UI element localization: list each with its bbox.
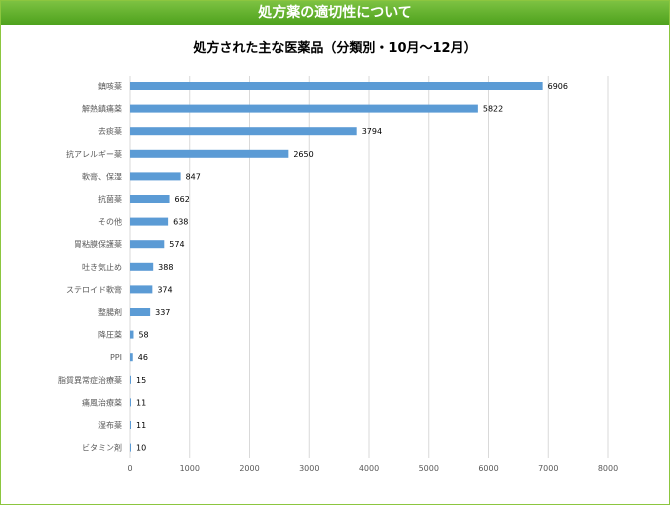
category-label: 抗アレルギー薬 bbox=[66, 149, 122, 159]
value-label: 15 bbox=[136, 376, 146, 385]
value-label: 847 bbox=[186, 172, 201, 181]
bar bbox=[130, 262, 154, 271]
category-label: 整腸剤 bbox=[98, 307, 122, 317]
category-label: 痛風治療薬 bbox=[82, 397, 122, 407]
category-label: 湿布薬 bbox=[98, 420, 122, 430]
bar bbox=[130, 127, 357, 136]
value-label: 2650 bbox=[293, 150, 313, 159]
category-label: 去痰薬 bbox=[98, 126, 122, 136]
bar bbox=[130, 149, 289, 158]
category-label: ステロイド軟膏 bbox=[66, 284, 122, 294]
value-label: 46 bbox=[138, 353, 148, 362]
x-tick-label: 1000 bbox=[180, 464, 200, 473]
value-label: 374 bbox=[157, 285, 172, 294]
x-tick-label: 0 bbox=[127, 464, 132, 473]
bar bbox=[130, 330, 134, 339]
bar bbox=[130, 421, 131, 429]
category-label: 軟膏、保湿 bbox=[82, 171, 122, 181]
value-label: 3794 bbox=[362, 127, 382, 136]
x-tick-label: 6000 bbox=[478, 464, 498, 473]
category-label: その他 bbox=[98, 217, 122, 227]
value-label: 388 bbox=[158, 263, 173, 272]
chart-title: 処方された主な医薬品（分類別・10月～12月） bbox=[193, 41, 477, 56]
category-label: 鎮咳薬 bbox=[98, 81, 122, 91]
category-label: 降圧薬 bbox=[98, 330, 122, 340]
bar bbox=[130, 217, 169, 226]
x-tick-label: 3000 bbox=[299, 464, 319, 473]
x-tick-label: 4000 bbox=[359, 464, 379, 473]
bar bbox=[130, 308, 151, 316]
bar bbox=[130, 443, 131, 452]
x-tick-label: 2000 bbox=[239, 464, 259, 473]
value-label: 11 bbox=[136, 398, 146, 407]
bar bbox=[130, 398, 131, 407]
bar bbox=[130, 353, 133, 362]
category-label: ビタミン剤 bbox=[82, 443, 122, 453]
value-label: 662 bbox=[175, 195, 190, 204]
x-tick-label: 5000 bbox=[419, 464, 439, 473]
bar bbox=[130, 172, 181, 181]
value-label: 574 bbox=[169, 240, 184, 249]
bar bbox=[130, 104, 478, 113]
category-label: 解熱鎮痛薬 bbox=[82, 104, 122, 114]
category-label: 吐き気止め bbox=[82, 262, 122, 272]
bar bbox=[130, 195, 170, 203]
value-label: 638 bbox=[173, 218, 188, 227]
value-label: 58 bbox=[138, 331, 148, 340]
bar bbox=[130, 285, 153, 294]
value-label: 337 bbox=[155, 308, 170, 317]
value-label: 6906 bbox=[548, 82, 568, 91]
value-label: 11 bbox=[136, 421, 146, 430]
bar bbox=[130, 375, 131, 384]
category-label: 脂質異常症治療薬 bbox=[58, 375, 122, 385]
banner-title: 処方薬の適切性について bbox=[1, 1, 669, 25]
category-label: 胃粘膜保護薬 bbox=[74, 239, 122, 249]
category-label: 抗菌薬 bbox=[98, 194, 122, 204]
bar bbox=[130, 240, 165, 249]
x-tick-label: 8000 bbox=[598, 464, 618, 473]
bar bbox=[130, 82, 543, 90]
x-tick-label: 7000 bbox=[538, 464, 558, 473]
category-label: PPI bbox=[110, 353, 122, 362]
value-label: 10 bbox=[136, 444, 146, 453]
value-label: 5822 bbox=[483, 105, 503, 114]
